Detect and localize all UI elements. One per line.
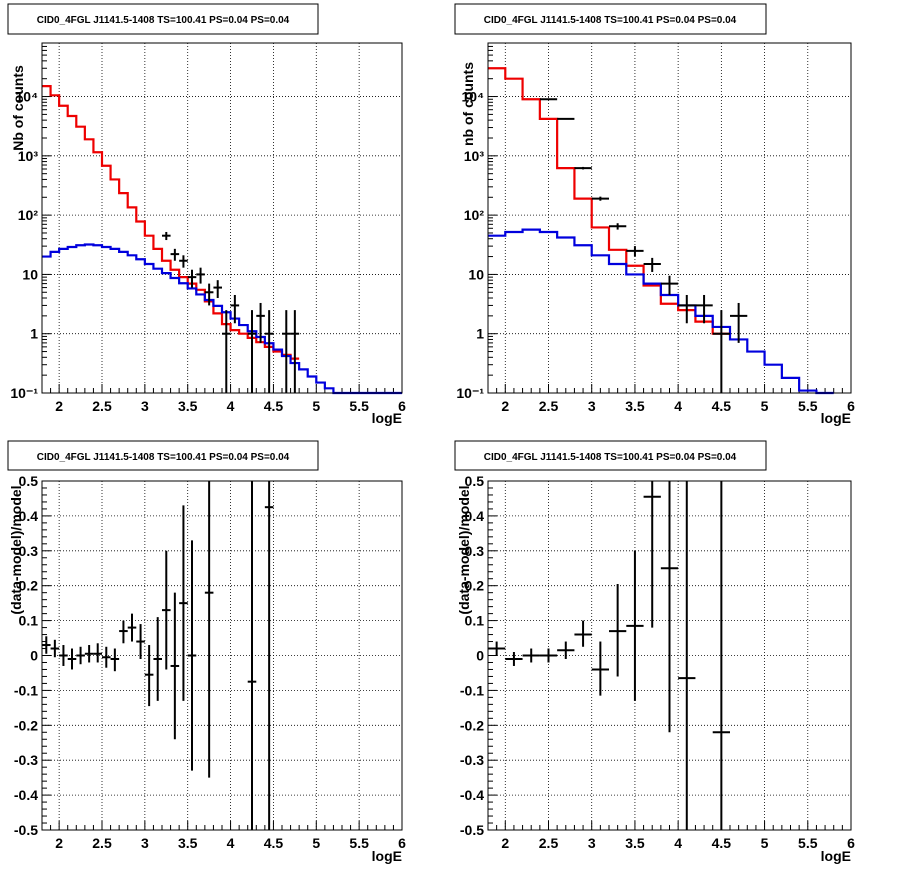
x-tick-label: 6 — [847, 835, 855, 851]
x-tick-label: 5 — [312, 398, 320, 414]
y-tick-label: 10⁻¹ — [456, 385, 484, 401]
x-tick-label: 2 — [55, 835, 63, 851]
x-tick-label: 4.5 — [264, 398, 284, 414]
y-tick-label: -0.5 — [460, 822, 484, 838]
plot-frame — [487, 480, 852, 831]
y-tick-label: 10 — [22, 266, 38, 282]
x-tick-label: 4.5 — [712, 398, 732, 414]
background-model-line — [488, 228, 834, 395]
y-tick-label: 0.1 — [465, 613, 485, 629]
x-tick-label: 5.5 — [349, 398, 369, 414]
x-tick-label: 2.5 — [539, 835, 559, 851]
y-axis-label: (data-model)/model — [8, 485, 24, 614]
x-tick-label: 5.5 — [349, 835, 369, 851]
x-tick-label: 2 — [55, 398, 63, 414]
x-tick-label: 3.5 — [625, 835, 645, 851]
y-tick-label: -0.3 — [14, 752, 38, 768]
y-tick-label: 10 — [468, 266, 484, 282]
y-tick-label: 10³ — [18, 148, 39, 164]
x-axis-label: logE — [821, 410, 851, 426]
x-tick-label: 3 — [141, 398, 149, 414]
y-tick-label: 1 — [30, 326, 38, 342]
y-tick-label: 0.2 — [465, 578, 485, 594]
x-tick-label: 4.5 — [264, 835, 284, 851]
x-tick-label: 2 — [501, 835, 509, 851]
x-tick-label: 5 — [312, 835, 320, 851]
x-tick-label: 5.5 — [798, 398, 818, 414]
plot-frame — [41, 42, 403, 394]
total-model-line — [42, 85, 300, 360]
x-tick-label: 5 — [761, 398, 769, 414]
x-tick-label: 3 — [141, 835, 149, 851]
y-tick-label: 0.3 — [465, 543, 485, 559]
x-tick-label: 6 — [398, 398, 406, 414]
y-tick-label: 10⁴ — [16, 89, 39, 105]
panel-3: 2 2.5 3 3.5 4 4.5 5 5.5 6 -0.5 -0.4 -0.3 -0.2 -0.1 0 0.… — [7, 440, 406, 864]
panel-2: 2 2.5 3 3.5 4 4.5 5 5.5 6 10⁻¹ 1 10 10² 10³ 10⁴ CID0_4… — [454, 3, 855, 426]
y-tick-label: -0.3 — [460, 752, 484, 768]
chart-title: CID0_4FGL J1141.5-1408 TS=100.41 PS=0.04… — [484, 15, 737, 26]
panel-1: 2 2.5 3 3.5 4 4.5 5 5.5 6 10⁻¹ 1 10 10² 10³ 10⁴ CID0_4… — [7, 3, 406, 426]
background-model-line — [42, 243, 402, 395]
x-tick-label: 6 — [847, 398, 855, 414]
x-tick-label: 5.5 — [798, 835, 818, 851]
y-tick-label: -0.1 — [460, 682, 484, 698]
x-tick-label: 3.5 — [178, 398, 198, 414]
y-tick-label: -0.5 — [14, 822, 38, 838]
x-tick-label: 3.5 — [178, 835, 198, 851]
x-axis-label: logE — [372, 848, 402, 864]
title-box — [7, 3, 319, 35]
chart-title: CID0_4FGL J1141.5-1408 TS=100.41 PS=0.04… — [37, 15, 290, 26]
y-tick-label: 0 — [30, 648, 38, 664]
x-tick-label: 4 — [227, 398, 235, 414]
x-tick-label: 2.5 — [539, 398, 559, 414]
plot-frame — [41, 480, 403, 831]
chart-title: CID0_4FGL J1141.5-1408 TS=100.41 PS=0.04… — [37, 452, 290, 463]
x-tick-label: 3 — [588, 398, 596, 414]
title-box — [7, 440, 319, 471]
x-tick-label: 4 — [227, 835, 235, 851]
y-tick-label: 1 — [476, 326, 484, 342]
x-axis-label: logE — [372, 410, 402, 426]
x-tick-label: 2 — [501, 398, 509, 414]
y-tick-label: 10² — [18, 207, 39, 223]
x-tick-label: 4 — [674, 835, 682, 851]
y-tick-label: -0.2 — [14, 717, 38, 733]
x-tick-label: 2.5 — [92, 835, 112, 851]
y-tick-label: 0.5 — [19, 473, 39, 489]
title-box — [454, 440, 767, 471]
y-tick-label: 0.4 — [465, 508, 485, 524]
title-box — [454, 3, 767, 35]
y-axis-label: (data-model)/model — [456, 485, 472, 614]
y-tick-label: 10⁻¹ — [10, 385, 38, 401]
panel-4: 2 2.5 3 3.5 4 4.5 5 5.5 6 -0.5 -0.4 -0.3 -0.2 -0.1 0 0.… — [454, 440, 855, 864]
y-tick-label: 0.5 — [465, 473, 485, 489]
y-tick-label: -0.2 — [460, 717, 484, 733]
y-tick-label: 0.2 — [19, 578, 39, 594]
x-tick-label: 4.5 — [712, 835, 732, 851]
x-tick-label: 5 — [761, 835, 769, 851]
y-tick-label: -0.4 — [460, 787, 484, 803]
chart-title: CID0_4FGL J1141.5-1408 TS=100.41 PS=0.04… — [484, 452, 737, 463]
y-tick-label: -0.4 — [14, 787, 38, 803]
x-tick-label: 3 — [588, 835, 596, 851]
plot-frame — [487, 42, 852, 394]
y-tick-label: 0.4 — [19, 508, 39, 524]
x-tick-label: 6 — [398, 835, 406, 851]
y-axis-label: nb of counts — [460, 62, 476, 146]
y-tick-label: 0 — [476, 648, 484, 664]
y-tick-label: 0.3 — [19, 543, 39, 559]
total-model-line — [488, 67, 730, 335]
x-axis-label: logE — [821, 848, 851, 864]
x-tick-label: 4 — [674, 398, 682, 414]
x-tick-label: 2.5 — [92, 398, 112, 414]
y-tick-label: 10³ — [464, 148, 485, 164]
y-tick-label: 10⁴ — [462, 89, 485, 105]
x-tick-label: 3.5 — [625, 398, 645, 414]
y-axis-label: Nb of counts — [10, 65, 26, 151]
y-tick-label: -0.1 — [14, 682, 38, 698]
y-tick-label: 0.1 — [19, 613, 39, 629]
y-tick-label: 10² — [464, 207, 485, 223]
